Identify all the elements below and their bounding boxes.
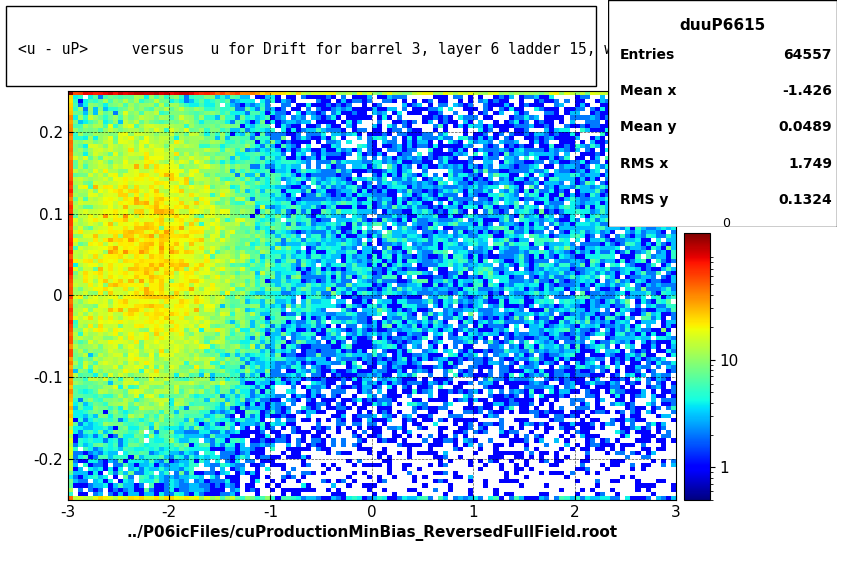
Text: RMS y: RMS y xyxy=(619,193,668,207)
Text: Entries: Entries xyxy=(619,48,674,61)
Text: 1.749: 1.749 xyxy=(787,157,831,170)
Text: 64557: 64557 xyxy=(782,48,831,61)
Text: Mean y: Mean y xyxy=(619,120,675,134)
Text: RMS x: RMS x xyxy=(619,157,668,170)
Text: 0: 0 xyxy=(722,217,729,230)
FancyBboxPatch shape xyxy=(608,0,836,227)
Text: Mean x: Mean x xyxy=(619,84,675,98)
Text: 0.0489: 0.0489 xyxy=(777,120,831,134)
Text: <u - uP>     versus   u for Drift for barrel 3, layer 6 ladder 15, wafer 6: <u - uP> versus u for Drift for barrel 3… xyxy=(19,43,665,57)
Text: -1.426: -1.426 xyxy=(782,84,831,98)
FancyBboxPatch shape xyxy=(6,6,596,86)
Text: 0.1324: 0.1324 xyxy=(777,193,831,207)
Text: duuP6615: duuP6615 xyxy=(679,18,765,33)
X-axis label: ../P06icFiles/cuProductionMinBias_ReversedFullField.root: ../P06icFiles/cuProductionMinBias_Revers… xyxy=(126,525,617,541)
